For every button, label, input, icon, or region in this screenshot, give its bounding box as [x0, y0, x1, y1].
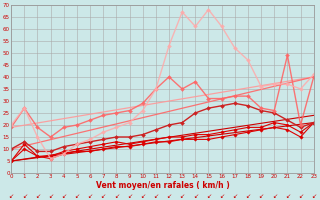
- X-axis label: Vent moyen/en rafales ( km/h ): Vent moyen/en rafales ( km/h ): [96, 181, 229, 190]
